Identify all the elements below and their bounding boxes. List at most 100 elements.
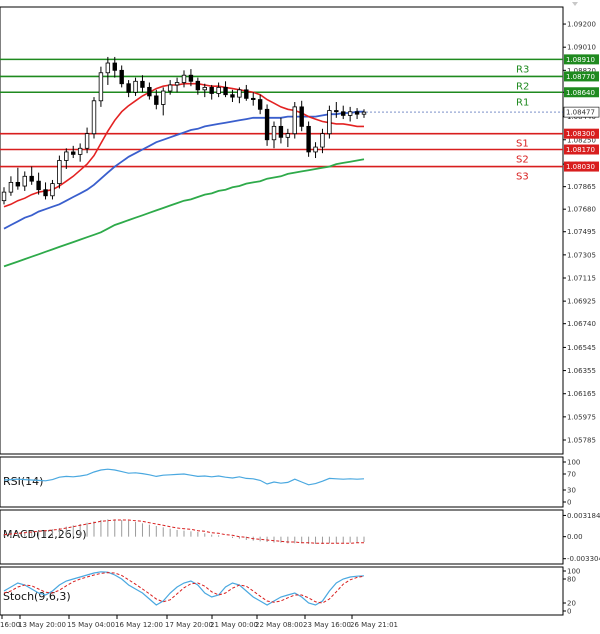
candle <box>361 109 367 118</box>
candle <box>1 187 7 205</box>
time-tick-label: 15 May 04:00 <box>67 621 115 629</box>
candle-body-down <box>244 89 249 99</box>
candle <box>105 56 111 85</box>
candle <box>57 155 62 189</box>
candle-body-up <box>347 111 353 116</box>
candle <box>216 82 221 98</box>
candle <box>320 128 325 154</box>
candle <box>147 82 152 100</box>
candle-body-up <box>313 146 318 153</box>
time-tick-label: 23 May 16:00 <box>303 621 351 629</box>
level-tag-s1: 1.08300 <box>566 130 595 138</box>
level-price-tags: 1.08910 1.08770 1.08640 1.08300 1.08170 1.080… <box>564 54 599 172</box>
current-price-tag-bg <box>563 106 600 118</box>
level-tag-bg <box>564 54 599 65</box>
level-tag-s2: 1.08170 <box>566 146 595 154</box>
candle <box>8 176 14 196</box>
time-tick-label: 16:00 <box>0 621 20 629</box>
candle <box>278 117 284 144</box>
candle-body-up <box>167 84 173 92</box>
candle <box>84 127 90 154</box>
price-tick-label: 1.06925 <box>567 298 596 306</box>
price-tick-label: 1.06355 <box>567 367 596 375</box>
corner-triangle-icon <box>572 2 578 6</box>
level-tag-r2: 1.08770 <box>566 73 595 81</box>
time-tick-label: 26 May 21:01 <box>350 621 398 629</box>
time-tick-label: 13 May 20:00 <box>18 621 66 629</box>
macd-tick-label: 0.003184 <box>567 512 600 520</box>
candle-body-up <box>1 191 7 202</box>
level-tag-bg <box>564 128 599 139</box>
current-price-marker: 1.08477 <box>366 106 600 118</box>
candle-body-down <box>29 175 34 182</box>
candle-body-up <box>292 106 297 135</box>
price-tick-label: 1.09200 <box>567 21 596 29</box>
candle <box>264 104 270 146</box>
price-tick-label: 1.06545 <box>567 344 596 352</box>
candle <box>271 121 277 149</box>
stoch-main-line <box>3 571 365 606</box>
candle-body-down <box>71 151 76 155</box>
candle <box>112 56 117 78</box>
candle <box>119 65 124 88</box>
candle-body-up <box>327 110 332 135</box>
candle <box>174 77 180 93</box>
candle <box>15 167 21 190</box>
rsi-tick-label: 30 <box>567 487 576 495</box>
level-label-s2: S2 <box>516 155 529 166</box>
candle-body-up <box>216 86 221 94</box>
time-tick-label: 16 May 12:00 <box>115 621 163 629</box>
candle <box>64 148 69 169</box>
candle-body-down <box>306 125 311 153</box>
candle <box>334 102 339 118</box>
candle-body-up <box>91 100 97 135</box>
rsi-panel: RSI(14) 100 70 30 0 <box>3 459 580 507</box>
candle-body-down <box>334 110 339 113</box>
price-tick-label: 1.09010 <box>567 44 596 52</box>
candle <box>299 100 304 132</box>
candle-body-down <box>354 111 360 115</box>
price-tick-label: 1.05785 <box>567 436 596 444</box>
candle-body-down <box>278 125 284 138</box>
time-tick-label: 22 May 08:00 <box>255 621 303 629</box>
candle <box>36 172 41 195</box>
candle-body-down <box>341 111 346 116</box>
rsi-tick-label: 100 <box>567 459 580 467</box>
candle-body-up <box>84 133 90 149</box>
candle <box>237 87 242 104</box>
candle-body-up <box>320 133 325 148</box>
stoch-tick-label: 80 <box>567 576 576 584</box>
candle <box>140 75 145 93</box>
candle-body-down <box>140 80 145 88</box>
level-tag-bg <box>564 71 599 82</box>
time-tick-label: 21 May 00:00 <box>210 621 258 629</box>
candle-body-down <box>188 74 194 82</box>
candle-body-down <box>119 69 124 85</box>
price-tick-label: 1.07680 <box>567 206 596 214</box>
candle <box>161 87 166 116</box>
candle-body-up <box>202 86 207 91</box>
candle <box>257 94 263 115</box>
candle <box>244 84 249 101</box>
price-panel-frame <box>0 6 564 455</box>
macd-label: MACD(12,26,9) <box>3 528 87 541</box>
level-tag-bg <box>564 161 599 172</box>
stoch-signal-line <box>3 572 365 604</box>
candle-body-up <box>361 111 367 115</box>
stoch-tick-label: 20 <box>567 600 576 608</box>
candle-body-down <box>223 86 228 96</box>
candle <box>133 77 138 96</box>
candle <box>43 182 48 200</box>
stoch-panel-frame <box>0 566 564 616</box>
candle <box>181 70 187 88</box>
level-tag-bg <box>564 87 599 98</box>
candle-body-down <box>264 108 270 141</box>
candle <box>285 128 291 148</box>
candle-body-up <box>8 181 14 193</box>
candle <box>327 105 332 139</box>
candle <box>98 66 104 107</box>
stoch-tick-label: 100 <box>567 568 580 576</box>
level-tag-bg <box>564 144 599 155</box>
